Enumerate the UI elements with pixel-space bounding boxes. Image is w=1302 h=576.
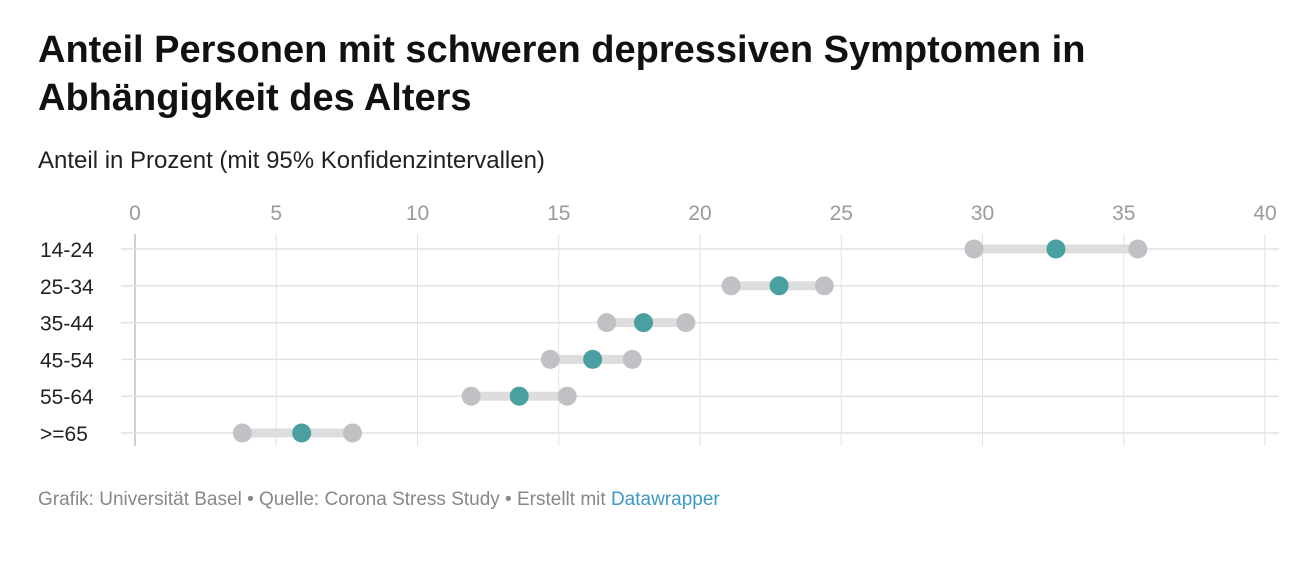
ci-lower-point <box>964 239 984 259</box>
x-tick-label: 10 <box>406 202 429 225</box>
category-label: >=65 <box>40 423 88 446</box>
x-tick-label: 5 <box>270 202 282 225</box>
category-label: 14-24 <box>40 239 94 262</box>
x-tick-label: 30 <box>971 202 994 225</box>
ci-upper-point <box>622 349 642 369</box>
ci-lower-point <box>540 349 560 369</box>
x-tick-label: 0 <box>129 202 141 225</box>
estimate-point <box>769 276 789 296</box>
chart-subtitle: Anteil in Prozent (mit 95% Konfidenzinte… <box>38 147 545 174</box>
ci-upper-point <box>1128 239 1148 259</box>
x-tick-label: 40 <box>1253 202 1276 225</box>
ci-upper-point <box>557 386 577 406</box>
estimate-point <box>634 313 653 333</box>
x-tick-label: 35 <box>1112 202 1135 225</box>
x-tick-label: 25 <box>830 202 853 225</box>
category-labels: 14-24 25-34 35-44 45-54 55-64 >=65 <box>40 239 94 446</box>
grid-layer <box>121 234 1279 446</box>
chart-title: Anteil Personen mit schweren depressiven… <box>38 29 1086 119</box>
estimate-point <box>583 349 603 369</box>
x-tick-label: 20 <box>688 202 711 225</box>
ci-upper-point <box>343 423 363 443</box>
category-label: 35-44 <box>40 313 94 336</box>
x-tick-label: 15 <box>547 202 570 225</box>
data-marks <box>232 239 1148 443</box>
estimate-point <box>1046 239 1066 259</box>
chart-footer: Grafik: Universität Basel • Quelle: Coro… <box>38 487 720 513</box>
ci-lower-point <box>461 386 481 406</box>
category-label: 55-64 <box>40 386 94 409</box>
datawrapper-link[interactable]: Datawrapper <box>610 489 720 510</box>
category-label: 45-54 <box>40 349 94 372</box>
ci-lower-point <box>232 423 252 443</box>
estimate-point <box>509 386 529 406</box>
footer-source: Grafik: Universität Basel • Quelle: Coro… <box>38 489 606 510</box>
x-tick-labels: 0 5 10 15 20 25 30 35 40 <box>129 202 1277 225</box>
ci-upper-point <box>814 276 834 296</box>
category-label: 25-34 <box>40 276 94 299</box>
ci-lower-point <box>721 276 741 296</box>
ci-upper-point <box>676 313 696 333</box>
estimate-point <box>292 423 312 443</box>
ci-lower-point <box>597 313 617 333</box>
